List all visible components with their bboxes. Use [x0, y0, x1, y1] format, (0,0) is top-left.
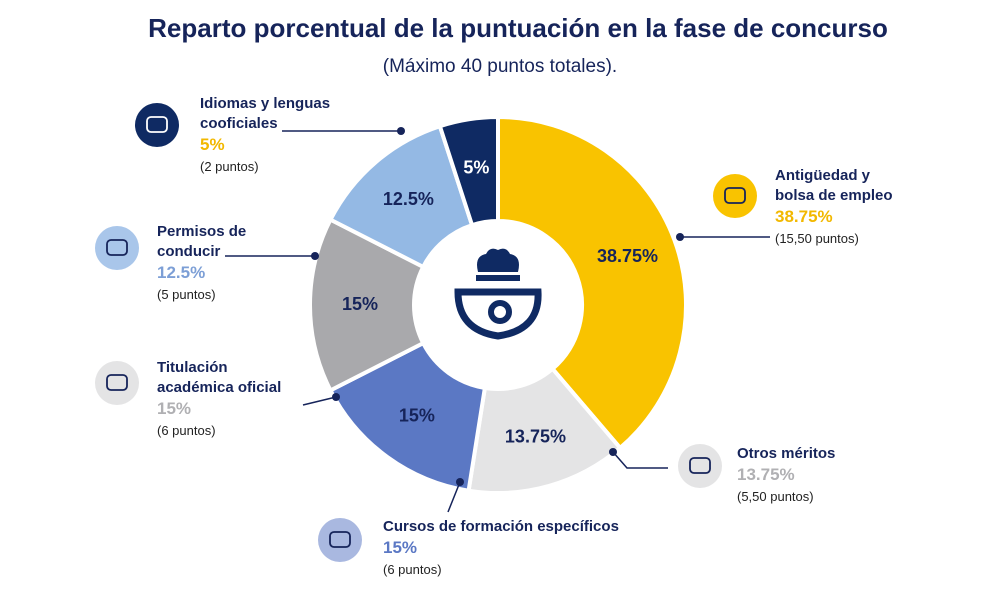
category-name: Cursos de formación específicos	[383, 518, 619, 535]
leader-dot	[311, 252, 319, 260]
icon-glyph	[724, 187, 746, 204]
percent-label: 15%	[157, 399, 192, 418]
points-label: (5 puntos)	[157, 287, 216, 302]
percent-label: 15%	[383, 538, 418, 557]
slice-label: 5%	[463, 157, 489, 177]
slice-label: 38.75%	[597, 246, 658, 266]
category-name: Permisos de conducir	[157, 223, 247, 260]
icon-glyph	[329, 531, 351, 548]
logo	[454, 248, 542, 340]
icon-glyph	[106, 239, 128, 256]
slice-label: 12.5%	[383, 189, 434, 209]
icon	[678, 444, 722, 488]
slice	[437, 114, 500, 228]
points-label: (2 puntos)	[200, 159, 259, 174]
leader-dot	[676, 233, 684, 241]
leader-line	[447, 481, 461, 513]
slice	[496, 114, 688, 451]
slice-label: 15%	[399, 405, 435, 425]
slice	[308, 216, 426, 394]
leader-dot	[332, 393, 340, 401]
slice	[466, 366, 623, 495]
icon-glyph	[146, 116, 168, 133]
icon	[135, 103, 179, 147]
leader-dot	[397, 127, 405, 135]
slice-label: 13.75%	[505, 427, 566, 447]
category-name: Titulación académica oficial	[157, 359, 282, 396]
chart-title: Reparto porcentual de la puntuación en l…	[148, 13, 888, 43]
leader-line	[612, 451, 668, 469]
points-label: (6 puntos)	[383, 562, 442, 577]
percent-label: 13.75%	[737, 465, 795, 484]
category-name: Otros méritos	[737, 445, 836, 462]
icon	[95, 226, 139, 270]
icon-glyph	[689, 457, 711, 474]
slice-label: 15%	[342, 294, 378, 314]
points-label: (6 puntos)	[157, 423, 216, 438]
icon	[713, 174, 757, 218]
percent-label: 5%	[200, 135, 225, 154]
category-name: Idiomas y lenguas cooficiales	[200, 95, 331, 132]
chart-subtitle: (Máximo 40 puntos totales).	[383, 56, 617, 77]
icon	[95, 361, 139, 405]
icon	[318, 518, 362, 562]
category-name: Antigüedad y bolsa de empleo	[775, 167, 893, 204]
leader-line	[302, 396, 337, 406]
icon-glyph	[106, 374, 128, 391]
leader-dot	[456, 478, 464, 486]
percent-label: 12.5%	[157, 263, 206, 282]
percent-label: 38.75%	[775, 207, 833, 226]
points-label: (15,50 puntos)	[775, 231, 859, 246]
points-label: (5,50 puntos)	[737, 489, 814, 504]
leader-dot	[609, 448, 617, 456]
